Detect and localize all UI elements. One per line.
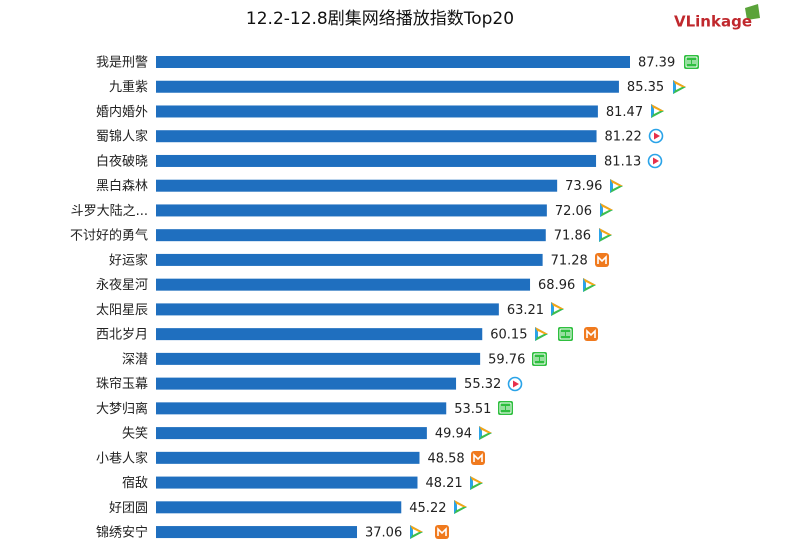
bar — [156, 501, 402, 514]
icon-tencent — [651, 104, 664, 118]
value-label: 60.15 — [490, 328, 527, 343]
value-label: 72.06 — [555, 204, 592, 219]
icon-tencent — [470, 476, 483, 490]
icon-mango — [470, 450, 486, 466]
category-label: 珠帘玉幕 — [96, 376, 148, 392]
value-label: 48.58 — [427, 451, 464, 466]
logo-text: VLinkage — [674, 13, 752, 31]
category-label: 宿敌 — [122, 475, 148, 491]
bar — [156, 179, 558, 192]
bar — [156, 105, 598, 118]
bar — [156, 154, 597, 167]
category-label: 锦绣安宁 — [96, 525, 148, 541]
bar — [156, 278, 531, 291]
value-label: 73.96 — [565, 179, 602, 194]
value-label: 63.21 — [507, 303, 544, 318]
value-label: 81.13 — [604, 154, 641, 169]
category-label: 小巷人家 — [96, 450, 148, 466]
icon-tencent — [454, 500, 467, 514]
value-label: 45.22 — [409, 501, 446, 516]
value-label: 59.76 — [488, 352, 525, 367]
bar — [156, 476, 418, 489]
icon-youku — [507, 376, 523, 392]
bar — [156, 130, 597, 143]
icon-tencent — [610, 179, 623, 193]
bar — [156, 352, 481, 365]
bar — [156, 377, 457, 390]
category-label: 大梦归离 — [96, 401, 148, 417]
bar — [156, 526, 358, 539]
value-label: 55.32 — [464, 377, 501, 392]
icon-mango — [434, 524, 450, 540]
bar — [156, 328, 483, 341]
value-label: 53.51 — [454, 402, 491, 417]
bar — [156, 402, 447, 415]
category-label: 西北岁月 — [96, 328, 148, 343]
icon-mango — [594, 252, 610, 268]
icon-iqiyi — [557, 326, 574, 342]
bar — [156, 303, 499, 316]
value-label: 68.96 — [538, 278, 575, 293]
bar — [156, 204, 547, 217]
value-label: 71.86 — [554, 229, 591, 244]
value-label: 48.21 — [425, 476, 462, 491]
category-label: 深潜 — [122, 352, 148, 367]
logo: VLinkage — [674, 4, 760, 31]
icon-tencent — [479, 426, 492, 440]
value-label: 71.28 — [551, 253, 588, 268]
bar — [156, 229, 546, 242]
bar — [156, 451, 420, 464]
value-label: 81.22 — [605, 130, 642, 145]
bar — [156, 253, 543, 266]
icon-youku — [647, 153, 663, 169]
category-label: 太阳星辰 — [96, 303, 148, 318]
icon-tencent — [535, 327, 548, 341]
icon-youku — [648, 128, 664, 144]
bar — [156, 80, 619, 93]
icon-iqiyi — [497, 400, 514, 416]
category-label: 失笑 — [122, 426, 148, 442]
category-label: 永夜星河 — [96, 278, 148, 293]
category-label: 婚内婚外 — [96, 104, 148, 120]
icon-mango — [583, 326, 599, 342]
icon-iqiyi — [683, 54, 700, 70]
icon-tencent — [600, 203, 613, 217]
bar — [156, 56, 630, 68]
category-label: 蜀锦人家 — [96, 129, 148, 145]
category-label: 黑白森林 — [96, 178, 148, 194]
value-label: 81.47 — [606, 105, 643, 120]
platform-icons — [410, 54, 700, 540]
category-label: 白夜破晓 — [96, 153, 148, 169]
category-label: 好团圆 — [109, 501, 148, 516]
value-label: 85.35 — [627, 80, 664, 95]
icon-tencent — [583, 278, 596, 292]
value-label: 87.39 — [638, 56, 675, 71]
icon-tencent — [599, 228, 612, 242]
icon-tencent — [551, 302, 564, 316]
icon-tencent — [673, 80, 686, 94]
icon-tencent — [410, 525, 423, 539]
category-label: 九重紫 — [109, 79, 148, 95]
bar — [156, 427, 427, 440]
value-label: 37.06 — [365, 526, 402, 541]
category-label: 斗罗大陆之... — [71, 203, 148, 219]
category-label: 我是刑警 — [96, 55, 148, 71]
chart-title: 12.2-12.8剧集网络播放指数Top20 — [246, 9, 514, 29]
category-label: 好运家 — [109, 252, 148, 268]
value-label: 49.94 — [435, 427, 472, 442]
icon-iqiyi — [531, 351, 548, 367]
category-label: 不讨好的勇气 — [70, 228, 148, 244]
